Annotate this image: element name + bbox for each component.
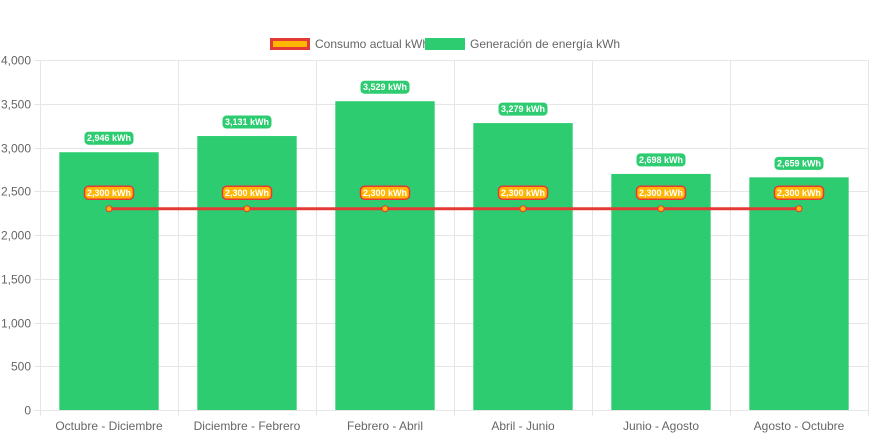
legend-label-consumo: Consumo actual kWh: [315, 37, 430, 51]
bar-generacion: [749, 177, 849, 410]
legend-item-consumo[interactable]: Consumo actual kWh: [270, 37, 429, 51]
bar-generacion: [611, 173, 711, 410]
x-tick-label: Junio - Agosto: [623, 419, 699, 433]
y-tick-label: 3,000: [1, 142, 31, 156]
data-label-consumo-badge: [83, 185, 135, 200]
y-tick-label: 2,000: [1, 229, 31, 243]
data-label-consumo-badge: [221, 185, 273, 200]
y-tick-label: 1,500: [1, 273, 31, 287]
data-label-consumo-badge: [359, 185, 411, 200]
y-tick-label: 1,000: [1, 317, 31, 331]
legend-label-generacion: Generación de energía kWh: [470, 37, 621, 51]
data-label-consumo-badge: [497, 185, 549, 200]
y-tick-label: 3,500: [1, 98, 31, 112]
data-label-generacion-text: 3,131 kWh: [225, 117, 269, 127]
point-consumo: [105, 205, 113, 213]
data-label-generacion-badge: [222, 115, 272, 129]
x-tick-label: Octubre - Diciembre: [55, 419, 163, 433]
bar-generacion: [335, 101, 435, 411]
data-label-generacion-text: 2,698 kWh: [639, 155, 683, 165]
chart-legend: Consumo actual kWh Generación de energía…: [0, 37, 873, 53]
point-consumo: [243, 205, 251, 213]
x-tick-label: Abril - Junio: [491, 419, 555, 433]
point-consumo: [381, 205, 389, 213]
data-label-consumo-badge: [635, 185, 687, 200]
point-consumo: [657, 205, 665, 213]
data-label-generacion-text: 3,279 kWh: [501, 104, 545, 114]
x-tick-label: Agosto - Octubre: [754, 419, 845, 433]
data-label-consumo-text: 2,300 kWh: [777, 188, 821, 198]
y-tick-label: 2,500: [1, 185, 31, 199]
point-consumo: [795, 205, 803, 213]
data-label-consumo-text: 2,300 kWh: [87, 188, 131, 198]
data-label-consumo-text: 2,300 kWh: [639, 188, 683, 198]
legend-item-generacion[interactable]: Generación de energía kWh: [425, 37, 620, 51]
data-label-generacion-badge: [498, 102, 548, 116]
data-label-consumo-text: 2,300 kWh: [501, 188, 545, 198]
legend-swatch-generacion: [425, 38, 465, 50]
data-label-generacion-badge: [774, 156, 824, 170]
x-tick-label: Diciembre - Febrero: [194, 419, 301, 433]
data-label-generacion-text: 3,529 kWh: [363, 82, 407, 92]
data-label-generacion-badge: [636, 153, 686, 167]
y-tick-label: 4,000: [1, 54, 31, 68]
data-label-consumo-text: 2,300 kWh: [225, 188, 269, 198]
point-consumo: [519, 205, 527, 213]
data-label-generacion-badge: [84, 131, 134, 145]
data-label-generacion-text: 2,946 kWh: [87, 133, 131, 143]
legend-swatch-consumo: [270, 38, 310, 50]
bar-generacion: [197, 136, 297, 410]
y-tick-label: 500: [11, 360, 31, 374]
bar-generacion: [473, 123, 573, 411]
data-label-generacion-badge: [360, 80, 410, 94]
data-label-generacion-text: 2,659 kWh: [777, 158, 821, 168]
x-tick-label: Febrero - Abril: [347, 419, 423, 433]
y-tick-label: 0: [24, 404, 31, 418]
data-label-consumo-text: 2,300 kWh: [363, 188, 407, 198]
data-label-consumo-badge: [773, 185, 825, 200]
